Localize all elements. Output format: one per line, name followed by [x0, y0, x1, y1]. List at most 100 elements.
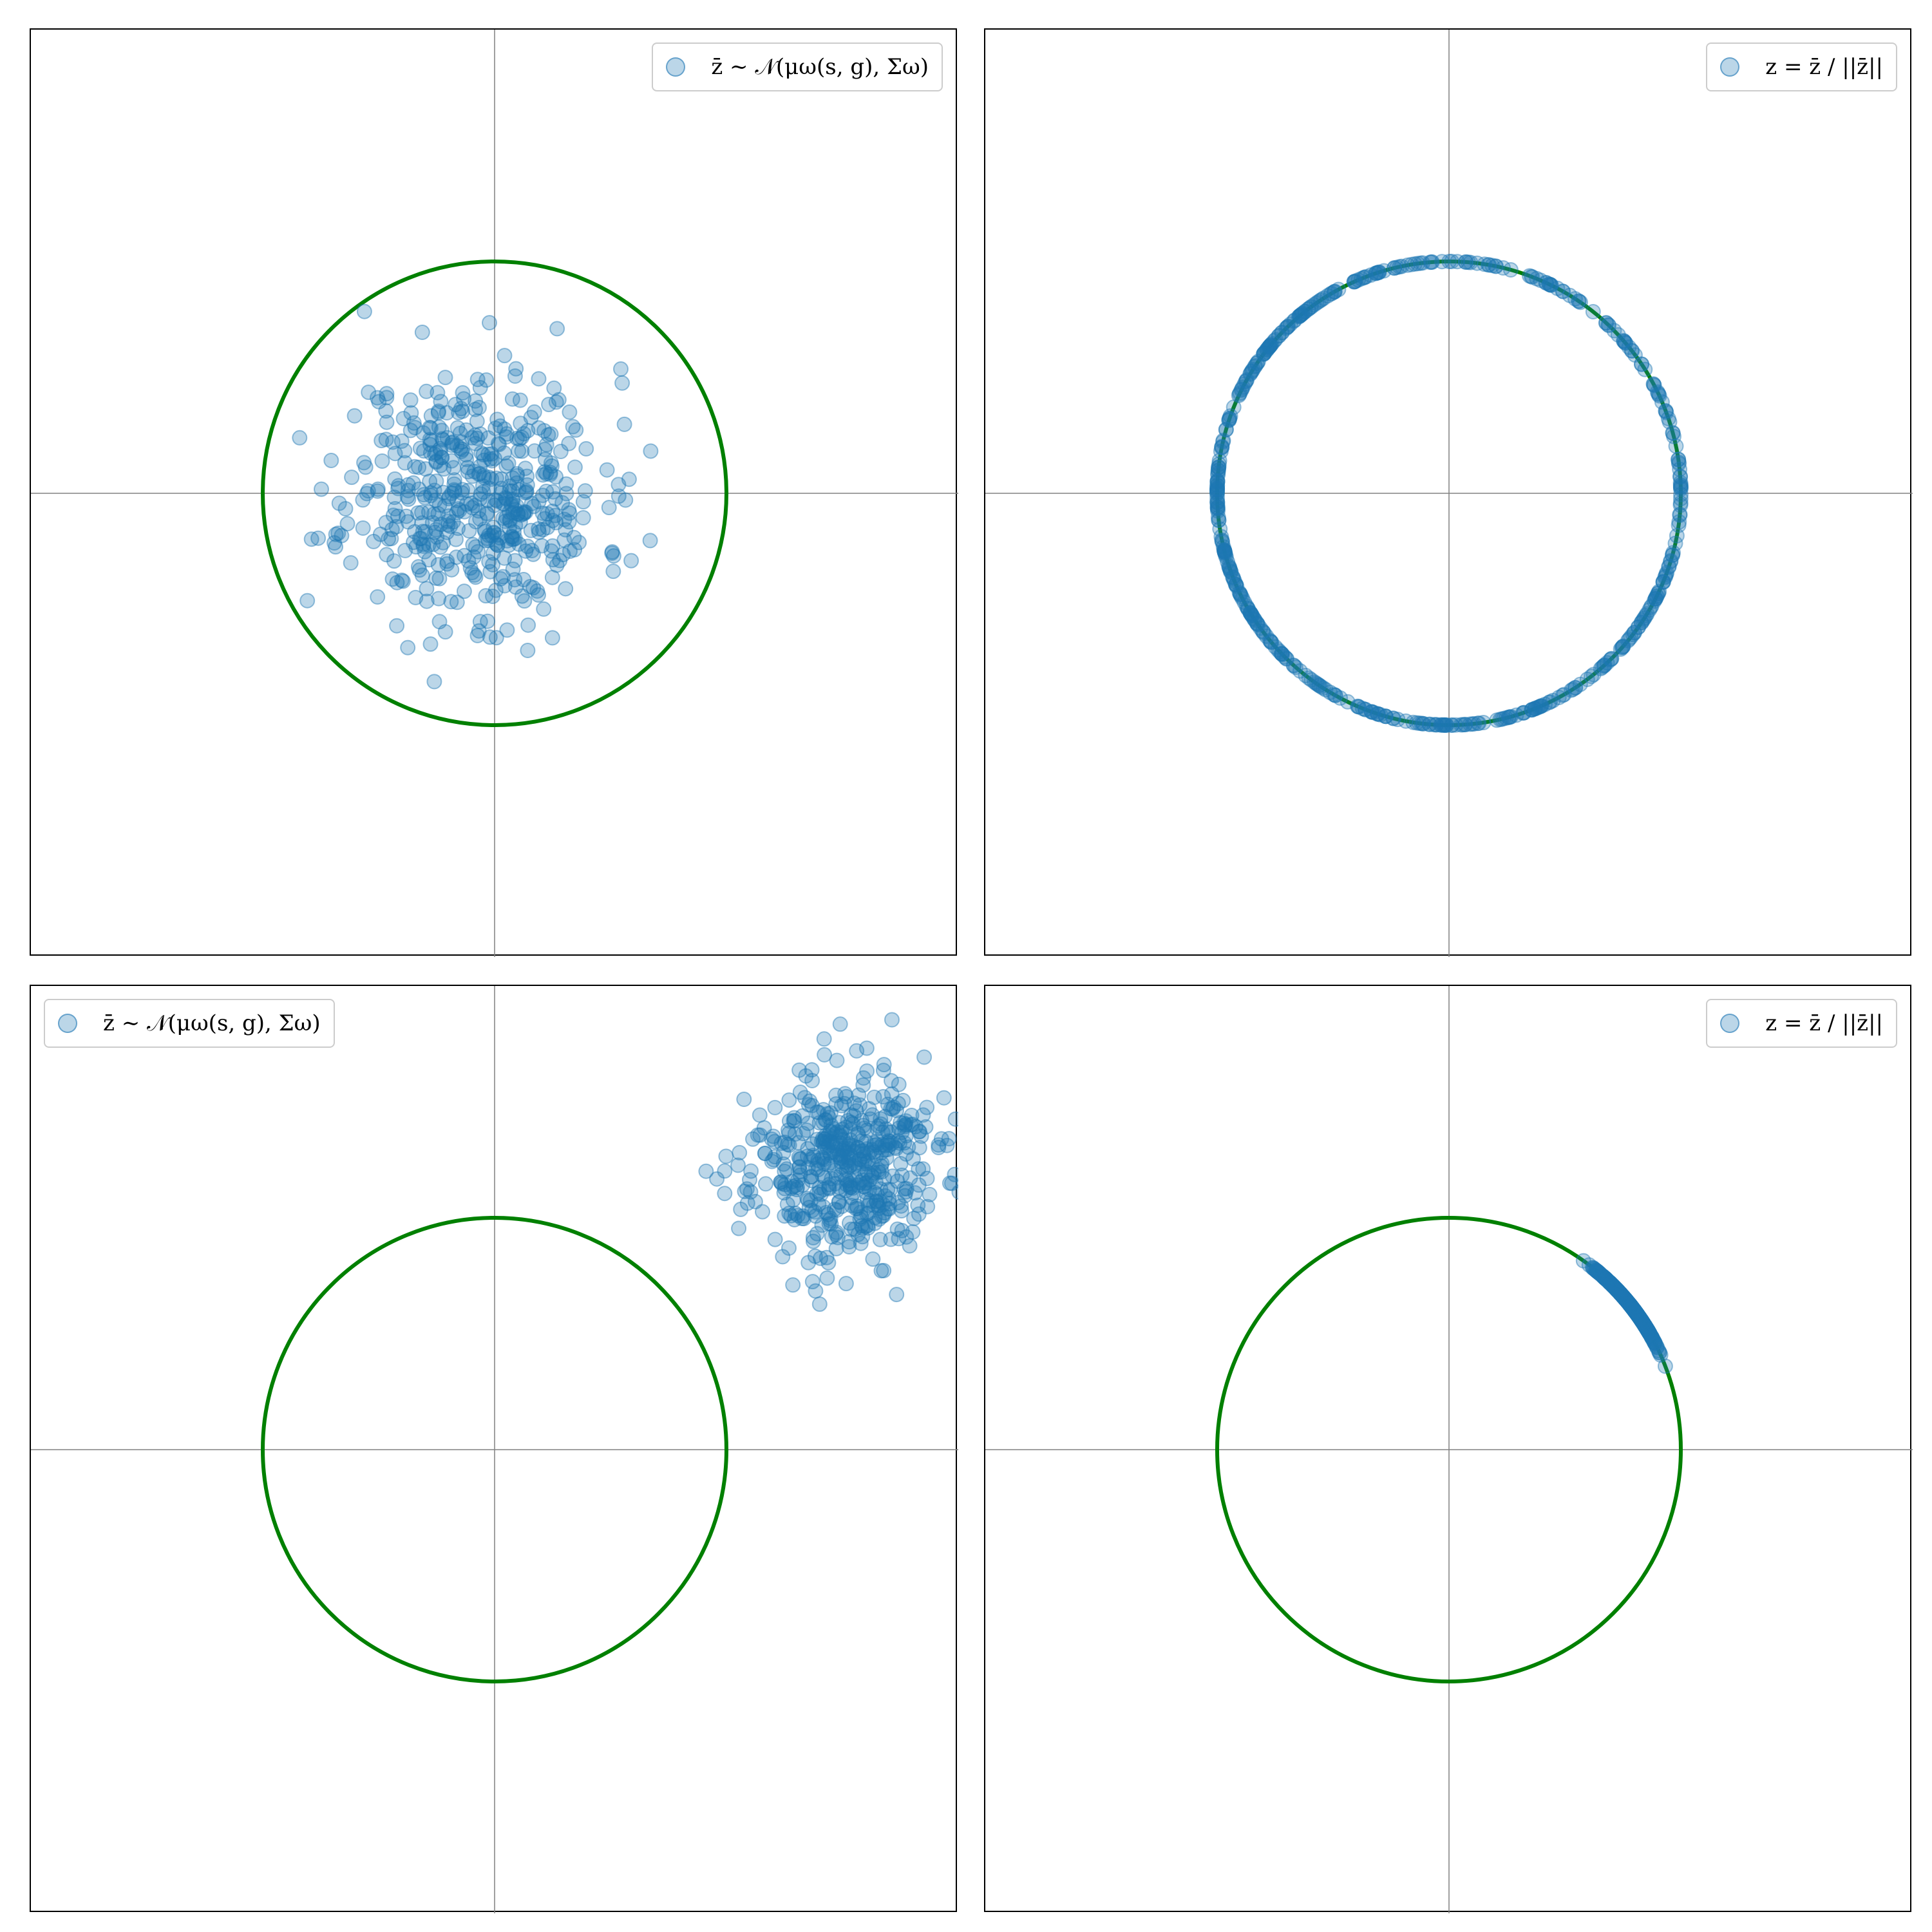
data-point: [869, 1137, 885, 1153]
data-point: [507, 572, 523, 588]
data-point: [508, 361, 524, 377]
data-point: [1340, 694, 1356, 710]
data-point: [1618, 1291, 1634, 1307]
data-point: [1624, 1298, 1640, 1314]
data-point: [742, 1171, 757, 1188]
data-point: [1622, 1297, 1638, 1313]
data-point: [378, 431, 394, 448]
data-point: [507, 368, 523, 384]
data-point: [388, 518, 404, 535]
data-point: [469, 430, 486, 446]
data-point: [880, 1124, 896, 1140]
data-point: [1671, 451, 1687, 468]
data-point: [1416, 715, 1432, 732]
data-point: [356, 455, 372, 471]
data-point: [815, 1102, 831, 1118]
data-point: [1242, 366, 1258, 382]
data-point: [848, 1155, 864, 1171]
data-point: [814, 1217, 830, 1233]
data-point: [1624, 1299, 1640, 1315]
data-point: [1515, 705, 1531, 721]
data-point: [898, 1146, 914, 1162]
data-point: [1634, 1313, 1650, 1329]
data-point: [894, 1222, 910, 1238]
data-point: [1217, 542, 1233, 558]
data-point: [1232, 586, 1248, 602]
data-point: [1623, 1298, 1639, 1314]
data-point: [1617, 1291, 1633, 1307]
data-point: [1601, 1274, 1617, 1290]
data-point: [431, 591, 447, 607]
data-point: [551, 392, 567, 408]
data-point: [876, 1263, 892, 1278]
data-point: [833, 1167, 849, 1182]
data-point: [838, 1183, 854, 1199]
legend-top-right: z = z̄ / ||z̄||: [1706, 43, 1897, 91]
data-point: [1249, 616, 1265, 632]
data-point: [773, 1135, 790, 1151]
data-point: [446, 482, 462, 498]
data-point: [411, 459, 427, 475]
data-point: [1247, 358, 1264, 374]
data-point: [1602, 1274, 1618, 1291]
data-point: [857, 1121, 873, 1136]
data-point: [777, 1177, 793, 1193]
data-point: [523, 522, 539, 538]
data-point: [1370, 265, 1386, 281]
data-point: [1302, 299, 1318, 316]
data-point: [1649, 1339, 1665, 1355]
data-point: [470, 544, 486, 560]
data-point: [1606, 323, 1622, 339]
data-point: [1615, 1289, 1631, 1305]
data-point: [1638, 1320, 1654, 1336]
data-point: [1598, 315, 1615, 331]
data-point: [1655, 574, 1671, 590]
data-point: [869, 1186, 885, 1202]
data-point: [1633, 1311, 1649, 1327]
data-point: [808, 1208, 824, 1224]
data-point: [1631, 1309, 1647, 1325]
data-point: [855, 1220, 871, 1236]
data-point: [489, 527, 506, 543]
data-point: [1647, 1334, 1663, 1350]
data-point: [911, 1124, 927, 1140]
data-point: [1637, 1318, 1653, 1334]
data-point: [1389, 260, 1405, 276]
data-point: [1218, 547, 1233, 563]
data-point: [1596, 1269, 1613, 1285]
data-point: [829, 1124, 845, 1140]
data-point: [1613, 1285, 1629, 1302]
data-point: [422, 437, 438, 453]
data-point: [1665, 547, 1680, 563]
data-point: [1635, 1315, 1651, 1331]
data-point: [513, 415, 529, 431]
data-point: [1392, 259, 1408, 275]
data-point: [1256, 345, 1273, 361]
data-point: [1604, 1276, 1620, 1293]
data-point: [1624, 1299, 1640, 1315]
data-point: [915, 1107, 931, 1123]
data-point: [1637, 361, 1653, 377]
data-point: [477, 521, 493, 537]
data-point: [434, 431, 450, 447]
data-point: [1222, 408, 1238, 424]
data-point: [1274, 325, 1290, 341]
data-point: [1627, 347, 1643, 363]
data-point: [840, 1141, 857, 1157]
data-point: [872, 1193, 888, 1209]
data-point: [1671, 451, 1687, 468]
data-point: [1407, 256, 1423, 272]
data-point: [881, 1201, 897, 1217]
data-point: [482, 451, 498, 467]
data-point: [1617, 1291, 1633, 1307]
data-point: [1534, 697, 1550, 714]
data-point: [337, 501, 354, 516]
data-point: [439, 524, 455, 540]
data-point: [1346, 274, 1362, 290]
data-point: [1621, 339, 1637, 355]
data-point: [1524, 702, 1540, 718]
data-point: [817, 1046, 833, 1063]
data-point: [422, 488, 439, 504]
data-point: [1228, 576, 1244, 592]
data-point: [466, 567, 482, 583]
